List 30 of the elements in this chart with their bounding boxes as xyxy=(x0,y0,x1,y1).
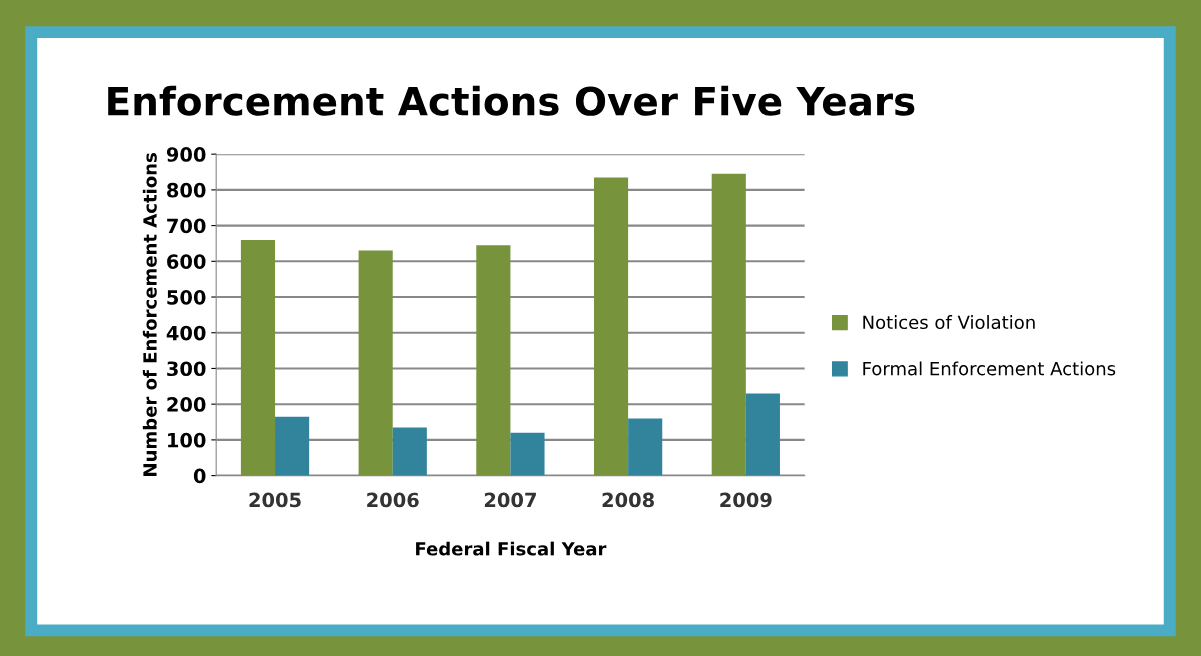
y-tick-label: 200 xyxy=(167,397,206,412)
bar xyxy=(358,250,393,476)
x-tick-label: 2008 xyxy=(602,492,654,508)
x-tick-label: 2007 xyxy=(484,492,536,508)
y-tick-label: 600 xyxy=(167,254,206,269)
legend-label: Formal Enforcement Actions xyxy=(863,361,1116,376)
y-tick-label: 700 xyxy=(167,218,206,234)
x-tick-label: 2009 xyxy=(720,492,772,508)
bar xyxy=(275,416,310,476)
bar xyxy=(593,177,629,476)
y-tick-label: 100 xyxy=(168,432,206,448)
x-axis-title: Federal Fiscal Year xyxy=(416,541,607,556)
legend-label: Notices of Violation xyxy=(863,315,1035,330)
bar xyxy=(392,427,427,476)
y-axis-title: Number of Enforcement Actions xyxy=(142,153,157,476)
bar xyxy=(476,245,511,476)
y-tick-label: 500 xyxy=(167,289,206,305)
bar xyxy=(240,239,276,476)
bar xyxy=(628,418,663,476)
x-tick-label: 2006 xyxy=(367,492,419,508)
chart-title: Enforcement Actions Over Five Years xyxy=(108,85,915,116)
x-tick-label: 2005 xyxy=(249,492,301,508)
y-tick-label: 300 xyxy=(167,361,206,377)
bar xyxy=(711,173,746,476)
y-tick-label: 400 xyxy=(166,325,206,341)
y-tick-label: 900 xyxy=(166,147,206,162)
y-tick-label: 0 xyxy=(193,468,206,484)
y-tick-label: 800 xyxy=(167,182,206,198)
bar xyxy=(510,432,545,476)
bar xyxy=(745,393,780,476)
